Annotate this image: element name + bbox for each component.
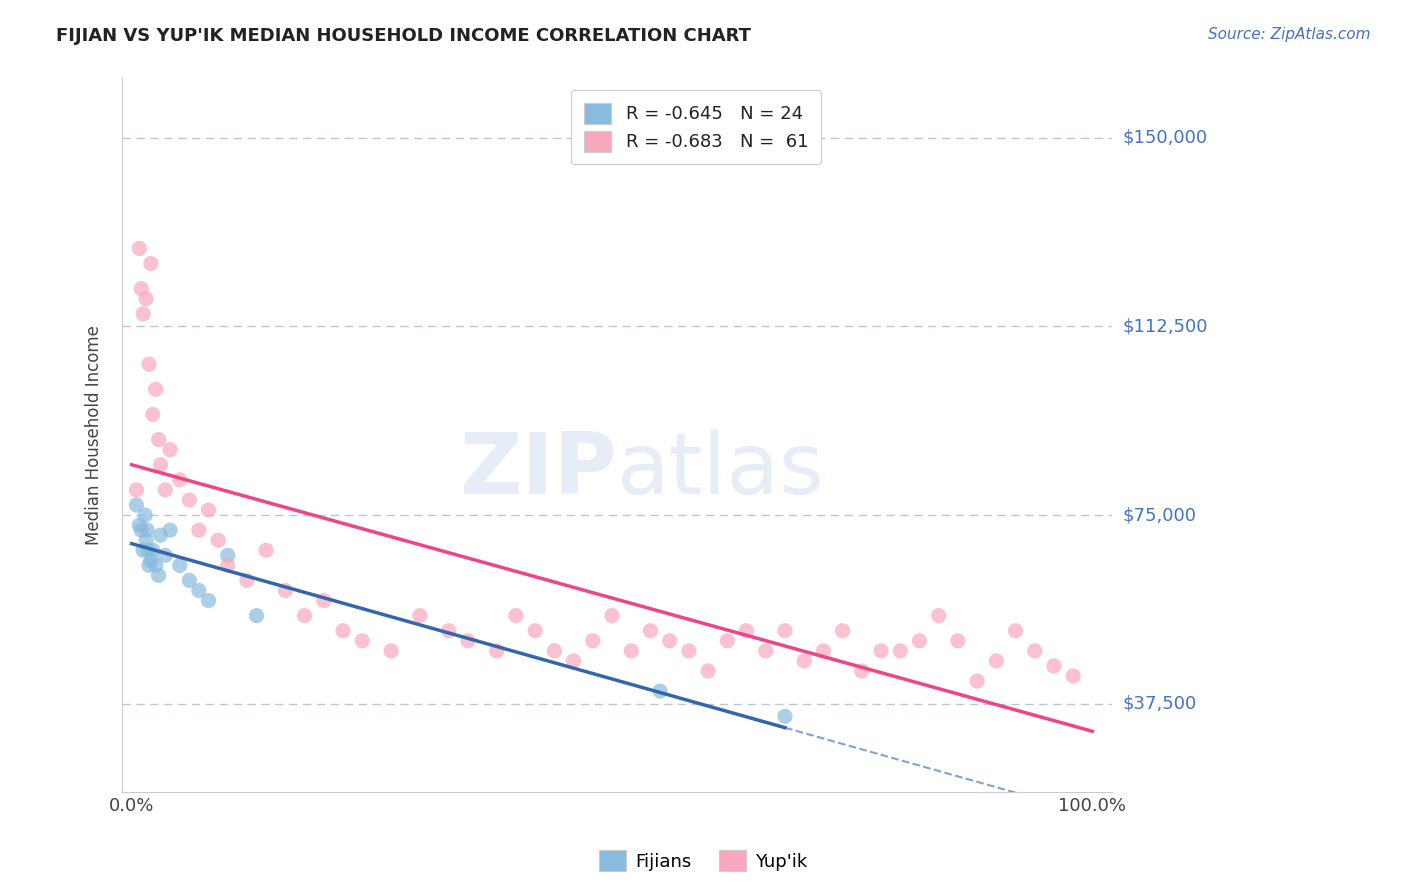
Point bbox=[966, 673, 988, 688]
Point bbox=[142, 543, 165, 558]
Point bbox=[1062, 669, 1084, 683]
Text: FIJIAN VS YUP'IK MEDIAN HOUSEHOLD INCOME CORRELATION CHART: FIJIAN VS YUP'IK MEDIAN HOUSEHOLD INCOME… bbox=[56, 27, 751, 45]
Point bbox=[437, 624, 460, 638]
Point bbox=[139, 553, 162, 567]
Point bbox=[148, 568, 170, 582]
Point bbox=[582, 633, 605, 648]
Point bbox=[831, 624, 853, 638]
Point bbox=[274, 583, 297, 598]
Point bbox=[928, 608, 950, 623]
Point bbox=[485, 644, 508, 658]
Point bbox=[1024, 644, 1046, 658]
Point bbox=[132, 307, 155, 321]
Point bbox=[600, 608, 623, 623]
Point bbox=[169, 473, 191, 487]
Point bbox=[908, 633, 931, 648]
Text: $150,000: $150,000 bbox=[1123, 128, 1208, 147]
Point bbox=[505, 608, 527, 623]
Point bbox=[793, 654, 815, 668]
Point bbox=[145, 558, 167, 573]
Point bbox=[620, 644, 643, 658]
Point bbox=[149, 528, 172, 542]
Point bbox=[187, 523, 209, 537]
Point bbox=[543, 644, 565, 658]
Point bbox=[135, 292, 157, 306]
Point bbox=[1004, 624, 1026, 638]
Point bbox=[294, 608, 316, 623]
Point bbox=[138, 357, 160, 371]
Point bbox=[236, 574, 259, 588]
Point bbox=[207, 533, 229, 548]
Point bbox=[128, 518, 150, 533]
Point bbox=[179, 574, 201, 588]
Point bbox=[851, 664, 873, 678]
Point bbox=[813, 644, 835, 658]
Point bbox=[136, 543, 159, 558]
Point bbox=[197, 593, 219, 607]
Point bbox=[457, 633, 479, 648]
Text: $37,500: $37,500 bbox=[1123, 695, 1197, 713]
Legend: Fijians, Yup'ik: Fijians, Yup'ik bbox=[592, 843, 814, 879]
Point bbox=[870, 644, 893, 658]
Point bbox=[149, 458, 172, 472]
Point bbox=[697, 664, 720, 678]
Text: $112,500: $112,500 bbox=[1123, 318, 1208, 335]
Point bbox=[735, 624, 758, 638]
Point bbox=[773, 709, 796, 723]
Point bbox=[169, 558, 191, 573]
Y-axis label: Median Household Income: Median Household Income bbox=[86, 325, 103, 544]
Point bbox=[142, 408, 165, 422]
Point bbox=[132, 543, 155, 558]
Point bbox=[155, 483, 177, 497]
Point bbox=[159, 442, 181, 457]
Point bbox=[148, 433, 170, 447]
Point bbox=[352, 633, 374, 648]
Point bbox=[946, 633, 969, 648]
Point bbox=[159, 523, 181, 537]
Point bbox=[125, 498, 148, 512]
Point bbox=[139, 256, 162, 270]
Point bbox=[312, 593, 335, 607]
Point bbox=[889, 644, 911, 658]
Point bbox=[125, 483, 148, 497]
Point bbox=[217, 549, 239, 563]
Point bbox=[187, 583, 209, 598]
Point bbox=[136, 523, 159, 537]
Point bbox=[409, 608, 432, 623]
Point bbox=[986, 654, 1008, 668]
Text: ZIP: ZIP bbox=[460, 429, 617, 512]
Point bbox=[562, 654, 585, 668]
Point bbox=[658, 633, 681, 648]
Point bbox=[129, 282, 152, 296]
Point bbox=[217, 558, 239, 573]
Point bbox=[254, 543, 277, 558]
Point bbox=[380, 644, 402, 658]
Point bbox=[755, 644, 778, 658]
Text: Source: ZipAtlas.com: Source: ZipAtlas.com bbox=[1208, 27, 1371, 42]
Point bbox=[640, 624, 662, 638]
Point bbox=[135, 533, 157, 548]
Legend: R = -0.645   N = 24, R = -0.683   N =  61: R = -0.645 N = 24, R = -0.683 N = 61 bbox=[571, 90, 821, 164]
Point bbox=[138, 558, 160, 573]
Point bbox=[155, 549, 177, 563]
Point bbox=[648, 684, 671, 698]
Point bbox=[245, 608, 267, 623]
Point bbox=[128, 242, 150, 256]
Point bbox=[332, 624, 354, 638]
Point bbox=[524, 624, 547, 638]
Point bbox=[179, 492, 201, 507]
Text: atlas: atlas bbox=[617, 429, 825, 512]
Point bbox=[773, 624, 796, 638]
Point bbox=[197, 503, 219, 517]
Point bbox=[678, 644, 700, 658]
Point bbox=[1043, 659, 1066, 673]
Point bbox=[134, 508, 156, 522]
Point bbox=[716, 633, 738, 648]
Point bbox=[129, 523, 152, 537]
Text: $75,000: $75,000 bbox=[1123, 506, 1197, 524]
Point bbox=[145, 382, 167, 396]
